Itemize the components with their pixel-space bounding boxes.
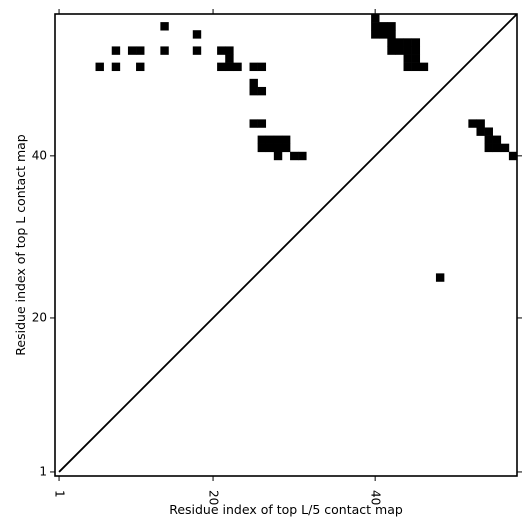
contact-cell [395,46,404,55]
contact-cell [225,46,234,55]
y-tick-label: 20 [32,310,47,324]
y-axis-label: Residue index of top L contact map [13,134,28,355]
contact-cell [403,38,412,47]
contact-cell [217,62,226,72]
contact-cell [508,151,518,161]
contact-cell [249,78,258,88]
contact-cell [468,119,477,128]
contact-cell [192,46,202,55]
contact-cell [281,135,291,144]
contact-cell [492,135,502,144]
contact-cell [371,14,380,23]
contact-cell [379,22,388,31]
contact-cell [217,46,226,55]
plot-area [54,13,518,477]
contact-cell [225,62,234,72]
contact-cells [95,14,518,282]
contact-cell [371,30,380,39]
contact-cell [411,54,421,63]
x-tick-label: 20 [207,490,221,505]
contact-cell [273,151,283,161]
plot-frame [54,13,518,477]
contact-cell [298,151,307,161]
contact-cell [136,46,145,55]
contact-cell [249,86,258,96]
contact-cell [484,135,493,144]
contact-cell [265,143,275,153]
contact-cell [257,119,267,128]
contact-cell [273,143,283,153]
contact-cell [379,30,388,39]
contact-cell [95,62,104,72]
contact-cell [435,273,445,282]
contact-cell [411,46,421,55]
contact-cell [387,22,396,31]
contact-cell [387,46,396,55]
contact-cell [111,62,121,72]
contact-cell [192,30,202,39]
contact-cell [290,151,299,161]
contact-cell [476,119,485,128]
diagonal-line [58,13,518,473]
contact-cell [419,62,429,72]
y-tick-label: 1 [39,464,47,478]
axis-ticks: 1 20 40 1 20 40 [32,9,522,505]
contact-cell [484,127,493,136]
contact-cell [257,143,267,153]
contact-cell [160,46,169,55]
contact-cell [371,22,380,31]
contact-cell [233,62,242,72]
contact-cell [411,62,421,72]
contact-cell [127,46,137,55]
contact-cell [136,62,145,72]
contact-cell [411,38,421,47]
contact-cell [257,86,267,96]
contact-cell [484,143,493,153]
x-tick-label: 1 [53,490,67,498]
contact-cell [265,135,275,144]
contact-cell [249,119,258,128]
contact-cell [273,135,283,144]
contact-cell [249,62,258,72]
contact-cell [281,143,291,153]
contact-cell [403,46,412,55]
contact-cell [387,38,396,47]
contact-cell [387,30,396,39]
contact-cell [476,127,485,136]
contact-cell [500,143,510,153]
contact-cell [257,62,267,72]
contact-cell [403,62,412,72]
x-tick-label: 40 [369,490,383,505]
contact-cell [111,46,121,55]
x-axis-label: Residue index of top L/5 contact map [169,502,403,517]
contact-cell [257,135,267,144]
contact-cell [395,38,404,47]
contact-cell [492,143,502,153]
contact-cell [403,54,412,63]
contact-cell [160,22,169,31]
contact-cell [225,54,234,63]
y-tick-label: 40 [32,148,47,162]
